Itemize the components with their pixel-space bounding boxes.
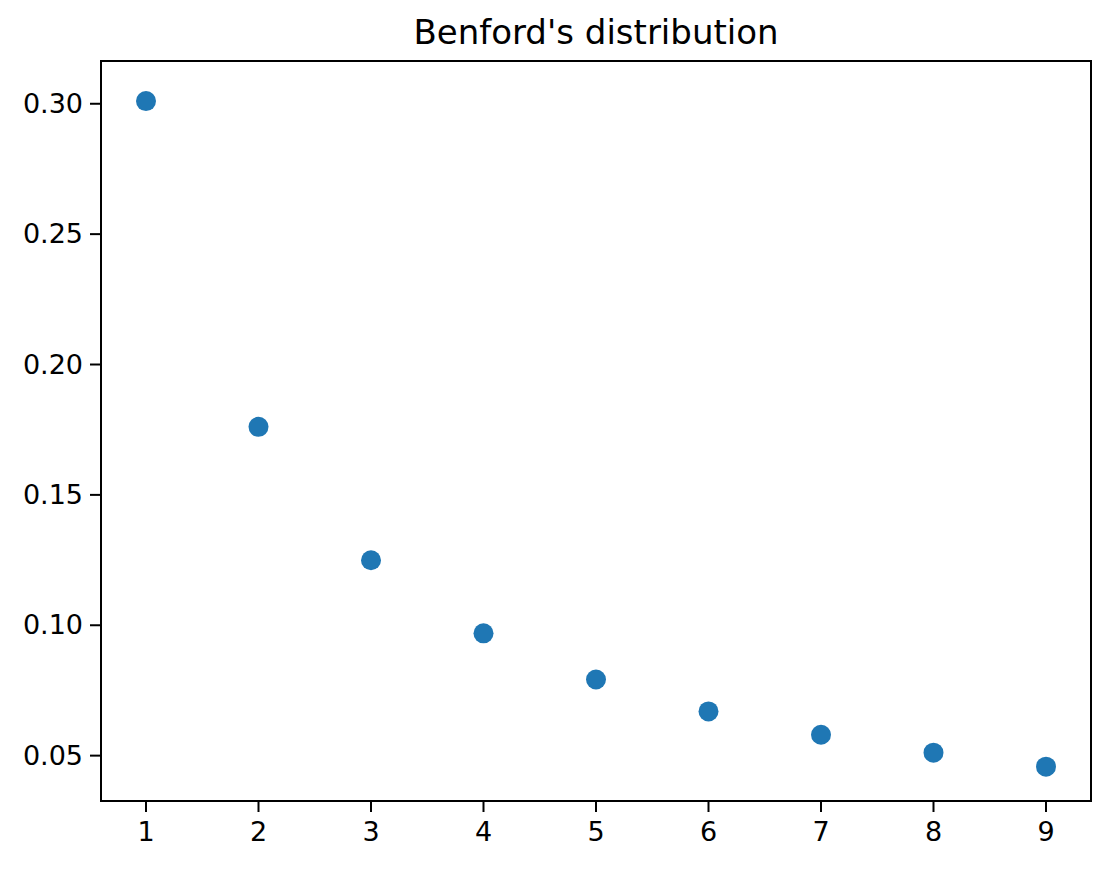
figure: Benford's distribution 1234567890.050.10… xyxy=(0,0,1113,869)
x-tick-label: 5 xyxy=(587,816,604,847)
scatter-point-digit-2 xyxy=(249,417,269,437)
x-tick-label: 4 xyxy=(475,816,492,847)
x-tick-label: 3 xyxy=(362,816,379,847)
x-tick-label: 8 xyxy=(925,816,942,847)
x-tick-label: 7 xyxy=(812,816,829,847)
x-tick-label: 2 xyxy=(250,816,267,847)
y-tick-label: 0.30 xyxy=(23,88,83,119)
y-tick-label: 0.20 xyxy=(23,349,83,380)
x-tick-label: 9 xyxy=(1037,816,1054,847)
scatter-point-digit-8 xyxy=(924,743,944,763)
y-tick-label: 0.25 xyxy=(23,218,83,249)
y-tick-label: 0.15 xyxy=(23,479,83,510)
benford-scatter-chart: 1 2 3 4 5 6 7 8 9 0.05 0.10 0.15 0.20 0.25 0.30 xyxy=(0,0,1113,869)
scatter-point-digit-7 xyxy=(811,725,831,745)
scatter-point-digit-9 xyxy=(1036,757,1056,777)
scatter-point-digit-1 xyxy=(136,91,156,111)
scatter-point-digit-5 xyxy=(586,670,606,690)
scatter-point-digit-4 xyxy=(474,623,494,643)
y-tick-label: 0.05 xyxy=(23,740,83,771)
y-tick-label: 0.10 xyxy=(23,609,83,640)
scatter-point-digit-3 xyxy=(361,550,381,570)
x-tick-label: 6 xyxy=(700,816,717,847)
scatter-point-digit-6 xyxy=(699,701,719,721)
x-tick-label: 1 xyxy=(137,816,154,847)
